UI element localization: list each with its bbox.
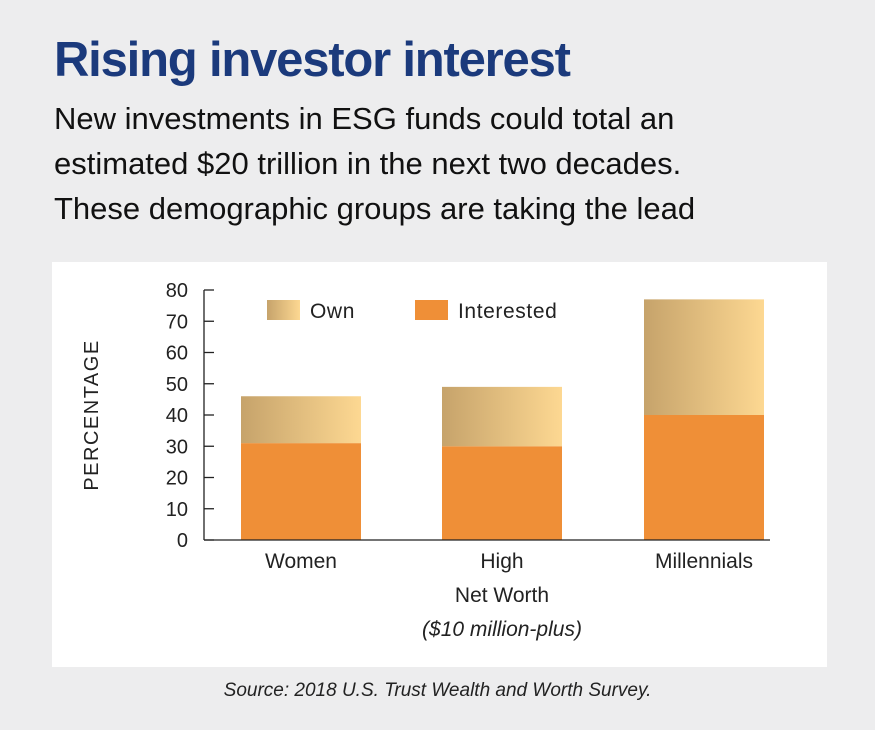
y-tick-label-30: 30 bbox=[166, 436, 188, 458]
category-label-10-million-plus: ($10 million-plus) bbox=[422, 618, 582, 641]
y-tick-label-70: 70 bbox=[166, 311, 188, 333]
y-axis-label: PERCENTAGE bbox=[81, 339, 103, 490]
category-label-net-worth: Net Worth bbox=[455, 584, 549, 607]
category-label-millennials: Millennials bbox=[655, 550, 753, 573]
bar-own-net-worth bbox=[442, 386, 562, 447]
bar-interested-women bbox=[241, 443, 361, 540]
bar-own-millennials bbox=[644, 299, 764, 415]
bar-interested-millennials bbox=[644, 415, 764, 540]
category-label-high: High bbox=[480, 550, 523, 573]
source-note: Source: 2018 U.S. Trust Wealth and Worth… bbox=[223, 680, 652, 701]
y-tick-label-0: 0 bbox=[177, 530, 188, 552]
y-tick-label-20: 20 bbox=[166, 468, 188, 490]
y-tick-label-50: 50 bbox=[166, 374, 188, 396]
y-tick-label-80: 80 bbox=[166, 280, 188, 302]
legend-swatch-own bbox=[267, 300, 300, 320]
bar-interested-net-worth bbox=[442, 446, 562, 540]
legend-swatch-interested bbox=[415, 300, 448, 320]
chart-subtitle: New investments in ESG funds could total… bbox=[54, 101, 696, 226]
chart-title: Rising investor interest bbox=[54, 33, 571, 87]
category-label-women: Women bbox=[265, 550, 337, 573]
stacked-bar-chart: 0 10 20 30 40 50 60 70 80 PERCENTAGE Women High Net … bbox=[81, 280, 770, 641]
legend-label-own: Own bbox=[310, 300, 355, 323]
y-tick-label-60: 60 bbox=[166, 343, 188, 365]
bar-own-women bbox=[241, 396, 361, 444]
y-tick-label-10: 10 bbox=[166, 499, 188, 521]
chart-panel: 0 10 20 30 40 50 60 70 80 PERCENTAGE Women High Net … bbox=[52, 262, 827, 667]
legend-label-interested: Interested bbox=[458, 300, 557, 323]
y-tick-label-40: 40 bbox=[166, 405, 188, 427]
